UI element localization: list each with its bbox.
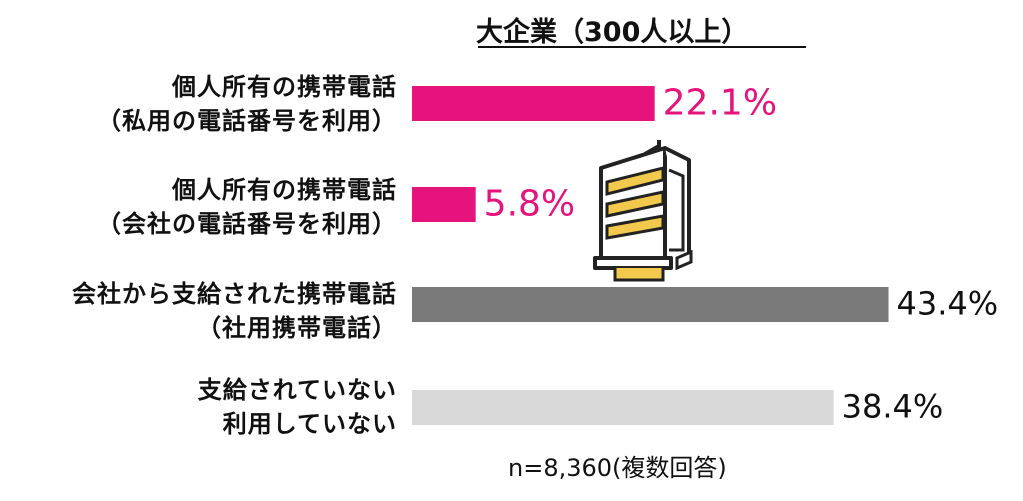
bars-layer: 22.1% 5.8% 43.4% 38.4% xyxy=(412,83,998,426)
category-label-2-line1: 会社から支給された携帯電話 xyxy=(72,280,397,308)
bar-1 xyxy=(412,187,476,222)
chart-title: 大企業（300人以上） xyxy=(476,17,749,48)
value-label-0: 22.1% xyxy=(663,83,777,124)
sample-note: n=8,360(複数回答) xyxy=(508,454,727,482)
category-label-1-line2: （会社の電話番号を利用） xyxy=(97,210,397,238)
category-label-1-line1: 個人所有の携帯電話 xyxy=(172,176,397,204)
category-label-3: 支給されていない 利用していない xyxy=(0,373,397,441)
category-label-3-line1: 支給されていない xyxy=(197,376,397,404)
category-label-1: 個人所有の携帯電話 （会社の電話番号を利用） xyxy=(0,173,397,241)
category-label-2-line2: （社用携帯電話） xyxy=(197,314,397,342)
bar-3 xyxy=(412,390,834,425)
category-label-0-line2: （私用の電話番号を利用） xyxy=(97,107,397,135)
category-label-0: 個人所有の携帯電話 （私用の電話番号を利用） xyxy=(0,70,397,138)
bar-0 xyxy=(412,86,655,121)
value-label-2: 43.4% xyxy=(897,285,999,323)
title-underline xyxy=(478,46,806,48)
category-label-2: 会社から支給された携帯電話 （社用携帯電話） xyxy=(0,277,397,345)
category-label-3-line2: 利用していない xyxy=(222,410,397,438)
value-label-1: 5.8% xyxy=(484,184,575,225)
value-label-3: 38.4% xyxy=(842,388,944,426)
office-building-icon xyxy=(593,140,693,282)
category-label-0-line1: 個人所有の携帯電話 xyxy=(172,73,397,101)
bar-2 xyxy=(412,287,889,322)
